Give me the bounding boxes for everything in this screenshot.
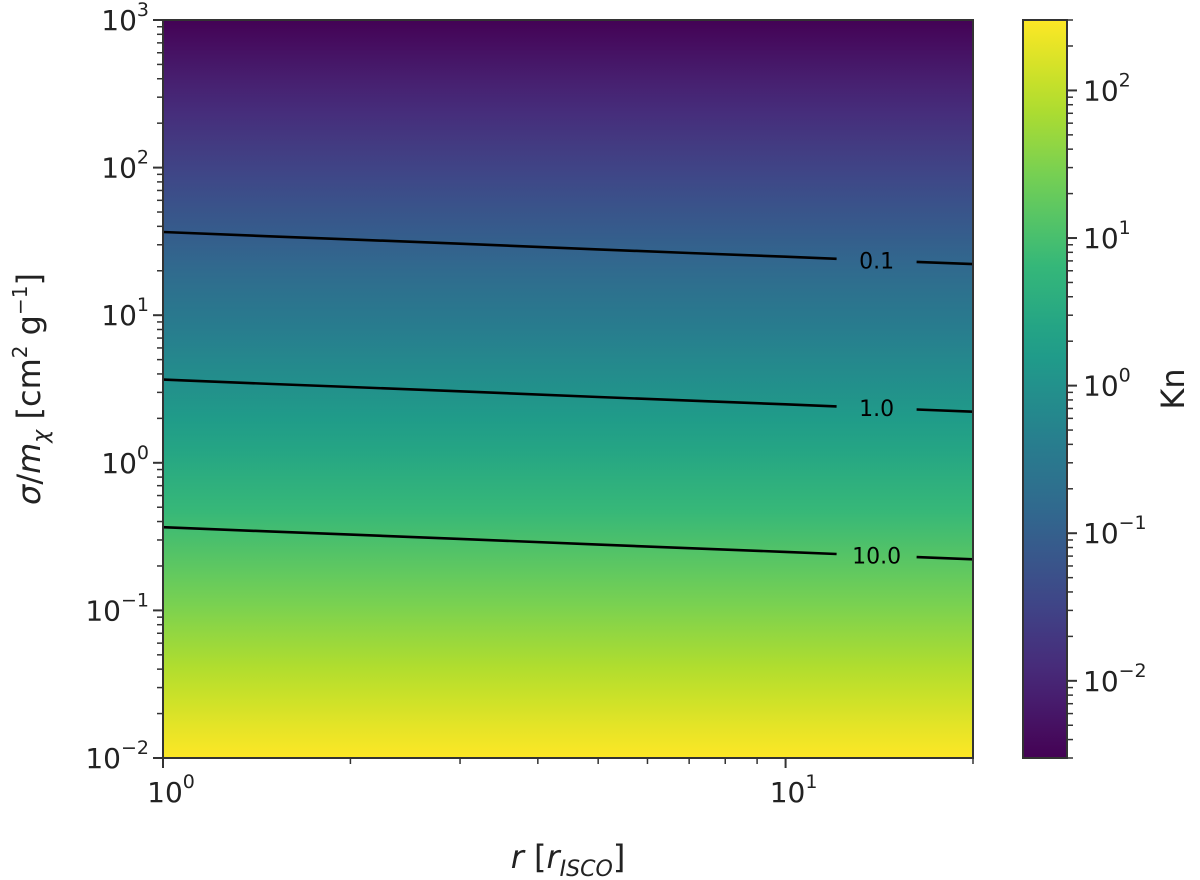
x-tick-label: 100: [147, 771, 195, 809]
contour-line-10.0-part-2: [916, 555, 973, 561]
plot-frame: [162, 19, 974, 759]
y-tick-label: 10−1: [85, 589, 149, 627]
colorbar-fill: [1023, 20, 1067, 758]
colorbar-tick-label: 102: [1083, 69, 1131, 107]
contour-line-1.0-part-1: [163, 378, 837, 408]
y-axis: 10−2 10−1 100 101 102 103: [85, 0, 163, 775]
heatmap-field: [163, 20, 973, 758]
y-tick-label: 10−2: [85, 737, 149, 775]
x-axis-label: r [rISCO]: [511, 838, 626, 880]
contour-label: 10.0: [852, 545, 901, 570]
y-tick-label: 101: [101, 294, 149, 332]
contour-line-1.0-part-2: [916, 408, 973, 413]
y-tick-label: 102: [101, 147, 149, 185]
contour-label: 0.1: [859, 249, 894, 274]
colorbar-ticks: 10−2 10−1 100 101 102: [1067, 19, 1147, 759]
colorbar-label: Kn: [1154, 368, 1192, 409]
x-tick-label: 101: [770, 771, 818, 809]
contour-line-0.1-part-1: [163, 230, 837, 261]
colorbar-tick-label: 10−2: [1083, 660, 1147, 698]
colorbar-tick-label: 100: [1083, 365, 1131, 403]
y-tick-label: 103: [101, 0, 149, 37]
contour-line-10.0-part-1: [163, 525, 837, 556]
y-tick-label: 100: [101, 442, 149, 480]
contour-label: 1.0: [859, 397, 894, 422]
contour-line-0.1-part-2: [916, 260, 973, 266]
colorbar: 10−2 10−1 100 101 102: [1022, 19, 1147, 759]
colorbar-tick-label: 101: [1083, 217, 1131, 255]
contour-label-layer: 0.1 1.0 10.0: [852, 249, 901, 569]
y-axis-label: σ/mχ [cm2 g−1]: [8, 273, 54, 505]
x-axis: 100 101: [147, 758, 974, 809]
colorbar-tick-label: 10−1: [1083, 512, 1147, 550]
colorbar-frame: [1022, 19, 1068, 759]
plot-area: 0.1 1.0 10.0: [162, 19, 974, 759]
contour-layer: [163, 230, 973, 561]
